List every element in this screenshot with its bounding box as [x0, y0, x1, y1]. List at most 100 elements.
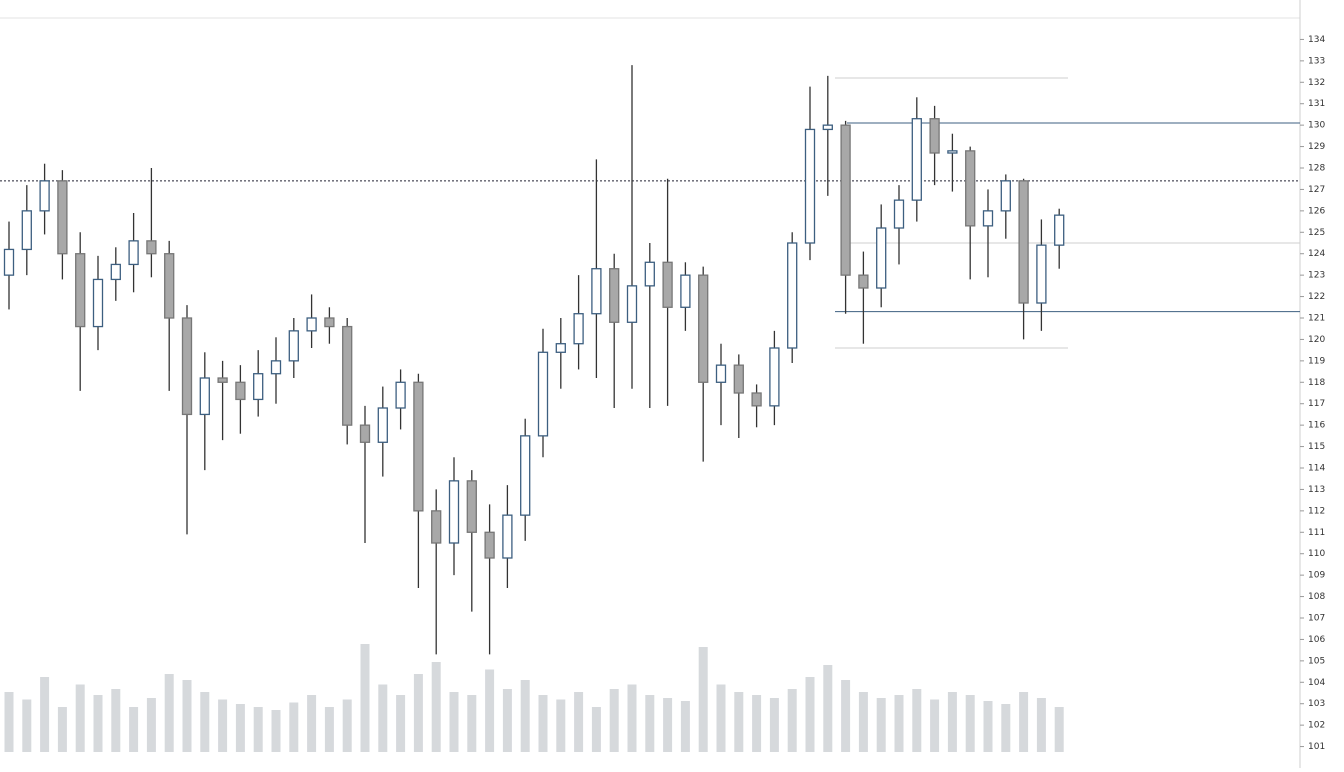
volume-bar	[342, 699, 352, 752]
candle-body	[893, 199, 905, 229]
candle-body	[484, 531, 495, 559]
candle-body	[822, 124, 833, 131]
candle-body	[21, 210, 32, 251]
candle-body	[395, 381, 406, 409]
volume-bar	[1001, 704, 1011, 752]
y-tick-label: 112	[1308, 506, 1325, 516]
volume-bar	[502, 689, 512, 752]
volume-bar	[752, 695, 762, 752]
y-tick-label: 133	[1308, 56, 1325, 66]
y-tick-label: 127	[1308, 185, 1325, 195]
candle-body	[359, 424, 371, 443]
candle-body	[609, 268, 620, 323]
candle-body	[431, 510, 442, 544]
candle-body	[199, 377, 210, 416]
volume-bar	[289, 702, 299, 752]
candle-body	[680, 274, 691, 308]
candle-body	[377, 407, 388, 443]
y-tick-label: 105	[1308, 656, 1325, 666]
y-tick-label: 125	[1308, 228, 1325, 238]
y-tick-label: 108	[1308, 592, 1325, 602]
volume-bar	[253, 707, 263, 752]
candle-body	[502, 514, 513, 559]
y-tick-label: 129	[1308, 142, 1325, 152]
volume-bar	[4, 692, 14, 752]
volume-bar	[858, 692, 868, 752]
y-tick-label: 110	[1308, 549, 1325, 559]
y-tick-label: 101	[1308, 742, 1325, 752]
candle-body	[217, 377, 228, 383]
volume-bar	[787, 689, 797, 752]
candle-body	[982, 210, 994, 227]
volume-bar	[947, 692, 957, 752]
candle-body	[128, 240, 139, 266]
volume-bar	[805, 677, 815, 752]
candle-body	[840, 124, 851, 276]
volume-bar	[698, 647, 708, 752]
volume-bar	[609, 689, 619, 752]
candle-body	[466, 480, 477, 533]
volume-bar	[894, 695, 904, 752]
volume-bar	[538, 695, 548, 752]
volume-bar	[218, 699, 228, 752]
volume-bar	[40, 677, 50, 752]
candle-body	[662, 261, 673, 308]
volume-bar	[235, 704, 245, 752]
y-tick-label: 126	[1308, 206, 1325, 216]
y-tick-label: 123	[1308, 271, 1325, 281]
candle-body	[591, 268, 602, 315]
candle-body	[57, 180, 68, 255]
volume-bar	[129, 707, 139, 752]
volume-bar	[965, 695, 975, 752]
candle-body	[181, 317, 193, 416]
candle-body	[75, 253, 86, 328]
candle-body	[288, 330, 299, 362]
y-tick-label: 109	[1308, 571, 1325, 581]
volume-bar	[1054, 707, 1064, 752]
y-tick-label: 121	[1308, 314, 1325, 324]
y-tick-label: 115	[1308, 442, 1325, 452]
volume-bar	[983, 701, 993, 752]
candle-body	[110, 263, 121, 281]
volume-bar	[431, 662, 441, 752]
candle-body	[573, 313, 584, 345]
volume-bar	[111, 689, 121, 752]
candle-body	[947, 150, 958, 154]
volume-bar	[520, 680, 530, 752]
candle-body	[965, 150, 976, 227]
volume-bar	[307, 695, 317, 752]
volume-bar	[841, 680, 851, 752]
volume-bar	[413, 674, 423, 752]
volume-bar	[360, 644, 370, 752]
volume-bar	[930, 699, 940, 752]
candle-body	[3, 248, 15, 276]
candle-body	[715, 364, 727, 383]
candle-body	[413, 381, 424, 512]
y-tick-label: 130	[1308, 121, 1325, 131]
volume-bar	[663, 698, 673, 752]
volume-bar	[75, 684, 85, 752]
volume-bar	[271, 710, 281, 752]
volume-bar	[467, 695, 477, 752]
candle-body	[146, 240, 157, 255]
candle-body	[751, 392, 762, 407]
candle-body	[1018, 180, 1029, 304]
volume-bar	[716, 684, 726, 752]
candle-body	[1054, 214, 1065, 246]
candle-body	[644, 261, 655, 287]
candle-body	[342, 325, 353, 426]
candle-body	[698, 274, 709, 383]
volume-bar	[627, 684, 637, 752]
volume-bar	[734, 692, 744, 752]
y-tick-label: 128	[1308, 164, 1325, 174]
y-tick-label: 114	[1308, 464, 1325, 474]
volume-bar	[591, 707, 601, 752]
y-tick-label: 104	[1308, 678, 1325, 688]
volume-bar	[680, 701, 690, 752]
volume-bar	[182, 680, 192, 752]
y-tick-label: 131	[1308, 99, 1325, 109]
volume-bar	[574, 692, 584, 752]
